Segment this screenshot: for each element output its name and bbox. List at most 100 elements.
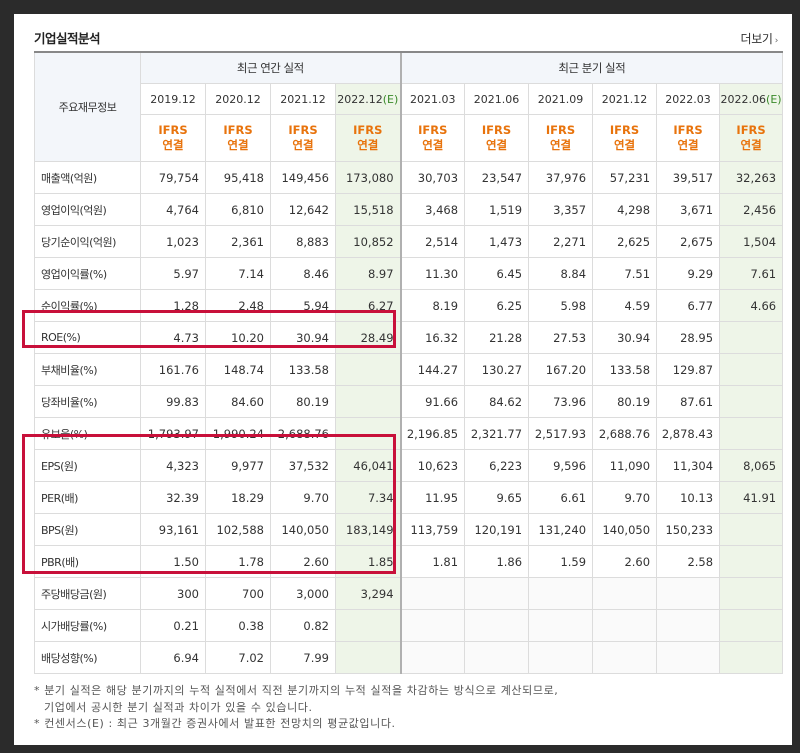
quarter-period-label: 2022.03 — [665, 92, 711, 106]
more-link[interactable]: 더보기 › — [740, 30, 778, 47]
ifrs-label: IFRS 연결 — [334, 114, 402, 162]
financial-table: 주요재무정보 최근 연간 실적 최근 분기 실적 2019.12 2020.12 2… — [34, 51, 784, 674]
annual-value-cell: 7.99 — [270, 641, 336, 674]
ifrs-line1: IFRS — [223, 123, 253, 137]
financial-analysis-panel: 기업실적분석 더보기 › 주요재무정보 최근 연간 실적 최근 분기 실적 201… — [14, 14, 792, 745]
annual-value-cell: 3,000 — [270, 577, 336, 610]
quarter-value-cell — [464, 641, 530, 674]
annual-value-cell: 140,050 — [270, 513, 336, 546]
table-row: 영업이익(억원) 4,764 6,810 12,642 15,518 3,468 1,519… — [34, 193, 784, 226]
annual-value-cell: 79,754 — [140, 161, 206, 194]
annual-value-cell: 84.60 — [205, 385, 271, 418]
annual-value-cell: 5.94 — [270, 289, 336, 322]
quarter-value-cell: 21.28 — [464, 321, 530, 354]
quarter-period-5: 2022.06(E) — [719, 83, 784, 115]
quarter-value-cell — [399, 577, 466, 610]
row-label: BPS(원) — [34, 513, 141, 546]
quarter-value-cell — [464, 577, 530, 610]
quarter-period-1: 2021.06 — [464, 83, 530, 115]
quarter-value-cell: 4.66 — [719, 289, 784, 322]
annual-value-cell: 5.97 — [140, 257, 206, 290]
annual-value-cell — [334, 641, 402, 674]
ifrs-label: IFRS 연결 — [592, 114, 658, 162]
quarter-period-label: 2021.12 — [601, 92, 648, 106]
row-label: ROE(%) — [34, 321, 141, 354]
annual-value-cell: 80.19 — [270, 385, 336, 418]
row-label: 당기순이익(억원) — [34, 225, 141, 258]
ifrs-line2: 연결 — [677, 138, 699, 152]
ifrs-line1: IFRS — [288, 123, 318, 137]
quarter-value-cell: 1.59 — [528, 545, 594, 578]
annual-value-cell: 0.38 — [205, 609, 271, 642]
ifrs-line2: 연결 — [292, 138, 314, 152]
annual-value-cell: 7.14 — [205, 257, 271, 290]
table-row: BPS(원) 93,161 102,588 140,050 183,149 113,759… — [34, 513, 784, 546]
quarter-value-cell: 2.60 — [592, 545, 658, 578]
annual-value-cell: 0.21 — [140, 609, 206, 642]
annual-value-cell: 148.74 — [205, 353, 271, 386]
quarter-value-cell: 3,671 — [656, 193, 721, 226]
table-row: ROE(%) 4.73 10.20 30.94 28.49 16.32 21.28 27.53… — [34, 321, 784, 354]
quarter-value-cell: 10.13 — [656, 481, 721, 514]
annual-value-cell: 7.02 — [205, 641, 271, 674]
annual-value-cell: 8.46 — [270, 257, 336, 290]
annual-value-cell: 12,642 — [270, 193, 336, 226]
quarter-value-cell — [592, 609, 658, 642]
quarter-value-cell: 144.27 — [399, 353, 466, 386]
annual-value-cell: 2.60 — [270, 545, 336, 578]
quarter-value-cell: 57,231 — [592, 161, 658, 194]
table-row: 유보율(%) 1,793.97 1,990.24 2,688.76 2,196.85 2,… — [34, 417, 784, 450]
annual-period-label: 2019.12 — [150, 92, 196, 106]
quarter-value-cell — [719, 353, 784, 386]
quarter-period-label: 2021.09 — [537, 92, 584, 106]
annual-value-cell: 149,456 — [270, 161, 336, 194]
footnote-line-3: * 컨센서스(E) : 최근 3개월간 증권사에서 발표한 전망치의 평균값입니… — [34, 717, 396, 730]
quarter-value-cell: 3,468 — [399, 193, 466, 226]
ifrs-line2: 연결 — [740, 138, 762, 152]
quarter-value-cell: 129.87 — [656, 353, 721, 386]
table-row: 부채비율(%) 161.76 148.74 133.58 144.27 130.27 167… — [34, 353, 784, 386]
quarter-value-cell — [399, 609, 466, 642]
annual-value-cell: 30.94 — [270, 321, 336, 354]
annual-value-cell: 95,418 — [205, 161, 271, 194]
annual-value-cell: 161.76 — [140, 353, 206, 386]
row-label: PBR(배) — [34, 545, 141, 578]
annual-value-cell: 6.27 — [334, 289, 402, 322]
quarter-value-cell: 131,240 — [528, 513, 594, 546]
quarter-value-cell: 11.95 — [399, 481, 466, 514]
quarter-value-cell: 27.53 — [528, 321, 594, 354]
quarter-value-cell: 5.98 — [528, 289, 594, 322]
table-row: 시가배당률(%) 0.21 0.38 0.82 — [34, 609, 784, 642]
quarter-value-cell: 1,519 — [464, 193, 530, 226]
quarter-value-cell — [719, 641, 784, 674]
ifrs-line2: 연결 — [549, 138, 572, 152]
annual-value-cell: 7.34 — [334, 481, 402, 514]
quarter-value-cell — [656, 641, 721, 674]
quarter-value-cell — [719, 609, 784, 642]
quarter-value-cell — [528, 609, 594, 642]
annual-value-cell: 4.73 — [140, 321, 206, 354]
quarter-value-cell — [528, 641, 594, 674]
annual-value-cell: 4,323 — [140, 449, 206, 482]
row-label: PER(배) — [34, 481, 141, 514]
ifrs-label: IFRS 연결 — [270, 114, 336, 162]
more-link-label[interactable]: 더보기 — [740, 32, 773, 46]
quarter-value-cell: 6,223 — [464, 449, 530, 482]
quarter-value-cell: 6.77 — [656, 289, 721, 322]
quarter-value-cell — [592, 577, 658, 610]
ifrs-label: IFRS 연결 — [140, 114, 206, 162]
quarter-value-cell — [719, 385, 784, 418]
quarter-value-cell: 2,878.43 — [656, 417, 721, 450]
ifrs-line2: 연결 — [613, 138, 636, 152]
quarter-value-cell: 8.84 — [528, 257, 594, 290]
quarter-value-cell: 8.19 — [399, 289, 466, 322]
annual-period-1: 2020.12 — [205, 83, 271, 115]
annual-value-cell: 2.48 — [205, 289, 271, 322]
annual-value-cell: 1,793.97 — [140, 417, 206, 450]
row-label: 배당성향(%) — [34, 641, 141, 674]
ifrs-line1: IFRS — [609, 123, 640, 137]
annual-value-cell: 1.50 — [140, 545, 206, 578]
annual-value-cell: 28.49 — [334, 321, 402, 354]
table-row: PER(배) 32.39 18.29 9.70 7.34 11.95 9.65 6.61 9.7… — [34, 481, 784, 514]
quarter-value-cell: 3,357 — [528, 193, 594, 226]
